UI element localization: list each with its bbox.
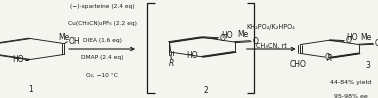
Text: 1: 1 xyxy=(28,85,33,94)
Text: 44-84% yield: 44-84% yield xyxy=(330,80,371,85)
Text: HO: HO xyxy=(346,33,358,42)
Text: OH: OH xyxy=(69,37,81,46)
Text: 95-98% ee: 95-98% ee xyxy=(333,94,367,98)
Text: KH₂PO₄/K₂HPO₄: KH₂PO₄/K₂HPO₄ xyxy=(247,24,295,29)
Text: HO: HO xyxy=(12,55,24,64)
Text: Cu(CH₃CN)₄PF₆ (2.2 eq): Cu(CH₃CN)₄PF₆ (2.2 eq) xyxy=(68,21,136,26)
Text: O: O xyxy=(325,53,331,62)
Text: O: O xyxy=(220,34,226,43)
Text: HO: HO xyxy=(222,31,233,40)
Text: R: R xyxy=(169,59,174,68)
Text: O: O xyxy=(375,39,378,48)
Text: DIEA (1.6 eq): DIEA (1.6 eq) xyxy=(82,38,122,43)
Text: CH₃CN, rt: CH₃CN, rt xyxy=(256,43,287,49)
Text: O₂, −10 °C: O₂, −10 °C xyxy=(86,73,118,78)
Text: Me: Me xyxy=(59,33,70,42)
Text: Me: Me xyxy=(361,33,372,42)
Text: R: R xyxy=(327,54,332,63)
Text: Me: Me xyxy=(237,30,248,39)
Text: 2: 2 xyxy=(204,86,208,95)
Text: O: O xyxy=(345,36,352,45)
Text: DMAP (2.4 eq): DMAP (2.4 eq) xyxy=(81,55,123,60)
Text: 3: 3 xyxy=(365,61,370,70)
Text: O: O xyxy=(253,37,259,46)
Text: (−)-sparteine (2.4 eq): (−)-sparteine (2.4 eq) xyxy=(70,4,135,9)
Text: HO: HO xyxy=(186,51,198,60)
Text: CHO: CHO xyxy=(290,60,307,69)
